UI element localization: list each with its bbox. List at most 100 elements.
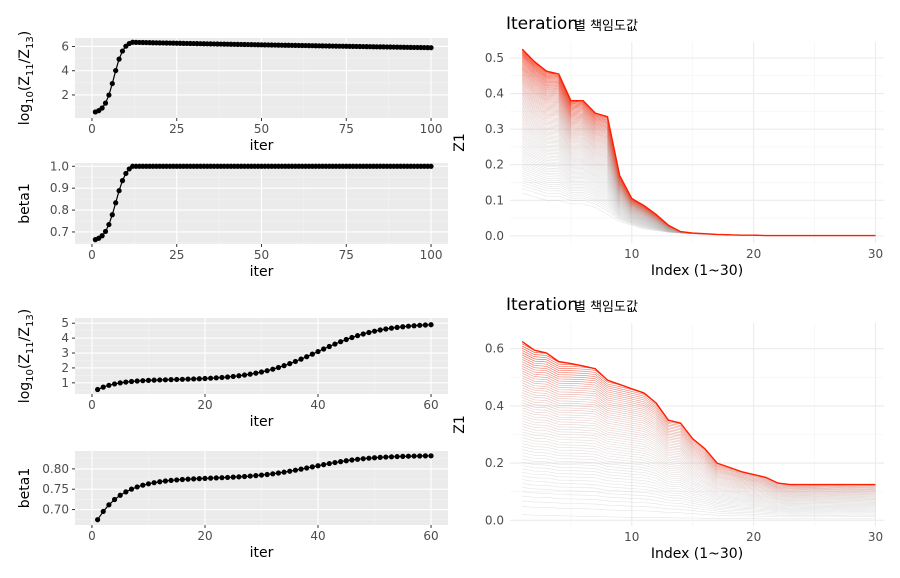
data-point [304, 465, 310, 471]
data-point [100, 384, 106, 390]
data-point [292, 358, 299, 365]
data-point [128, 486, 135, 492]
iteration-line [522, 506, 876, 518]
data-point [394, 453, 400, 460]
data-point [174, 376, 180, 383]
iteration-line [522, 412, 876, 494]
data-point [102, 228, 109, 235]
x-tick-label: 50 [254, 122, 269, 136]
data-point [119, 48, 126, 54]
iteration-line [522, 449, 876, 503]
data-point [292, 467, 299, 473]
data-point [99, 105, 105, 111]
iteration-line [522, 483, 876, 512]
panel-beta1-60: 0 20 40 60 0.70 0.75 0.80 iter beta1 [17, 451, 448, 561]
data-point [106, 502, 112, 508]
data-point [134, 378, 140, 384]
data-point [326, 343, 332, 350]
y-tick-label: 2 [61, 361, 69, 375]
data-point [411, 323, 417, 329]
iteration-line [522, 420, 876, 496]
data-point [405, 323, 412, 329]
y-tick-label: 0.1 [485, 193, 504, 207]
data-point [287, 468, 293, 474]
x-tick-label: 20 [746, 247, 761, 261]
x-tick-label: 10 [624, 530, 639, 544]
x-tick-label: 20 [197, 529, 212, 543]
y-tick-label: 4 [61, 331, 69, 345]
data-point [151, 377, 157, 383]
iteration-line [522, 452, 876, 504]
x-tick-label: 0 [88, 398, 96, 412]
data-point [185, 376, 191, 382]
data-point [219, 374, 225, 381]
iteration-line [522, 461, 876, 507]
iteration-line [522, 392, 876, 489]
data-point [230, 474, 236, 480]
iteration-line [522, 426, 876, 498]
title-suffix: 별 책임도값 [574, 19, 638, 34]
y-axis-title-subscript: 10 [25, 369, 36, 382]
data-point [151, 480, 157, 486]
data-point [145, 377, 152, 383]
data-point [321, 346, 327, 352]
data-point [116, 188, 122, 194]
data-point [422, 322, 428, 328]
data-point [208, 375, 214, 381]
x-axis-title: iter [250, 545, 274, 561]
y-axis-title-subscript: 10 [25, 91, 36, 104]
data-point [168, 477, 174, 484]
y-axis-title-part: log [17, 104, 33, 125]
iteration-line [522, 458, 876, 506]
iteration-line [522, 385, 876, 487]
iteration-line [522, 472, 876, 509]
data-point [219, 475, 225, 481]
iteration-line [522, 389, 876, 488]
data-point [394, 324, 400, 330]
data-point [388, 454, 395, 460]
y-tick-label: 5 [61, 316, 69, 330]
data-point [106, 92, 112, 98]
data-point [202, 475, 208, 481]
data-point [422, 453, 428, 459]
y-axis-title-subscript: 11 [25, 341, 36, 354]
data-point [208, 475, 214, 481]
y-axis-title-subscript: 13 [25, 314, 36, 327]
data-point [338, 339, 344, 345]
iteration-line [521, 48, 876, 237]
data-point [179, 476, 185, 483]
x-tick-label: 30 [868, 530, 883, 544]
title-suffix: 별 책임도값 [574, 300, 638, 315]
data-point [117, 492, 123, 498]
data-point [123, 489, 129, 495]
data-point [270, 471, 276, 477]
y-axis-title: log10(Z11/Z13) [17, 31, 36, 125]
data-point [236, 474, 242, 480]
plot-background [510, 323, 884, 526]
iteration-line [522, 475, 876, 510]
iteration-line [522, 394, 876, 490]
data-point [383, 326, 389, 332]
data-point [298, 466, 304, 472]
y-axis-title-subscript: 11 [25, 63, 36, 76]
data-point [309, 351, 315, 357]
iteration-lines [521, 48, 876, 237]
data-point [106, 221, 112, 228]
title-text: Iteration [506, 14, 578, 34]
data-point [162, 478, 169, 484]
series-points [92, 163, 434, 243]
data-point [281, 469, 287, 475]
series-points [95, 453, 434, 523]
data-point [140, 378, 146, 384]
iteration-line [522, 487, 876, 513]
iteration-line [522, 404, 876, 492]
data-point [400, 324, 406, 330]
iteration-line [522, 423, 876, 497]
data-point [287, 361, 293, 367]
data-point [298, 356, 304, 362]
data-point [411, 453, 417, 459]
data-point [354, 456, 361, 462]
iteration-line [522, 410, 876, 494]
